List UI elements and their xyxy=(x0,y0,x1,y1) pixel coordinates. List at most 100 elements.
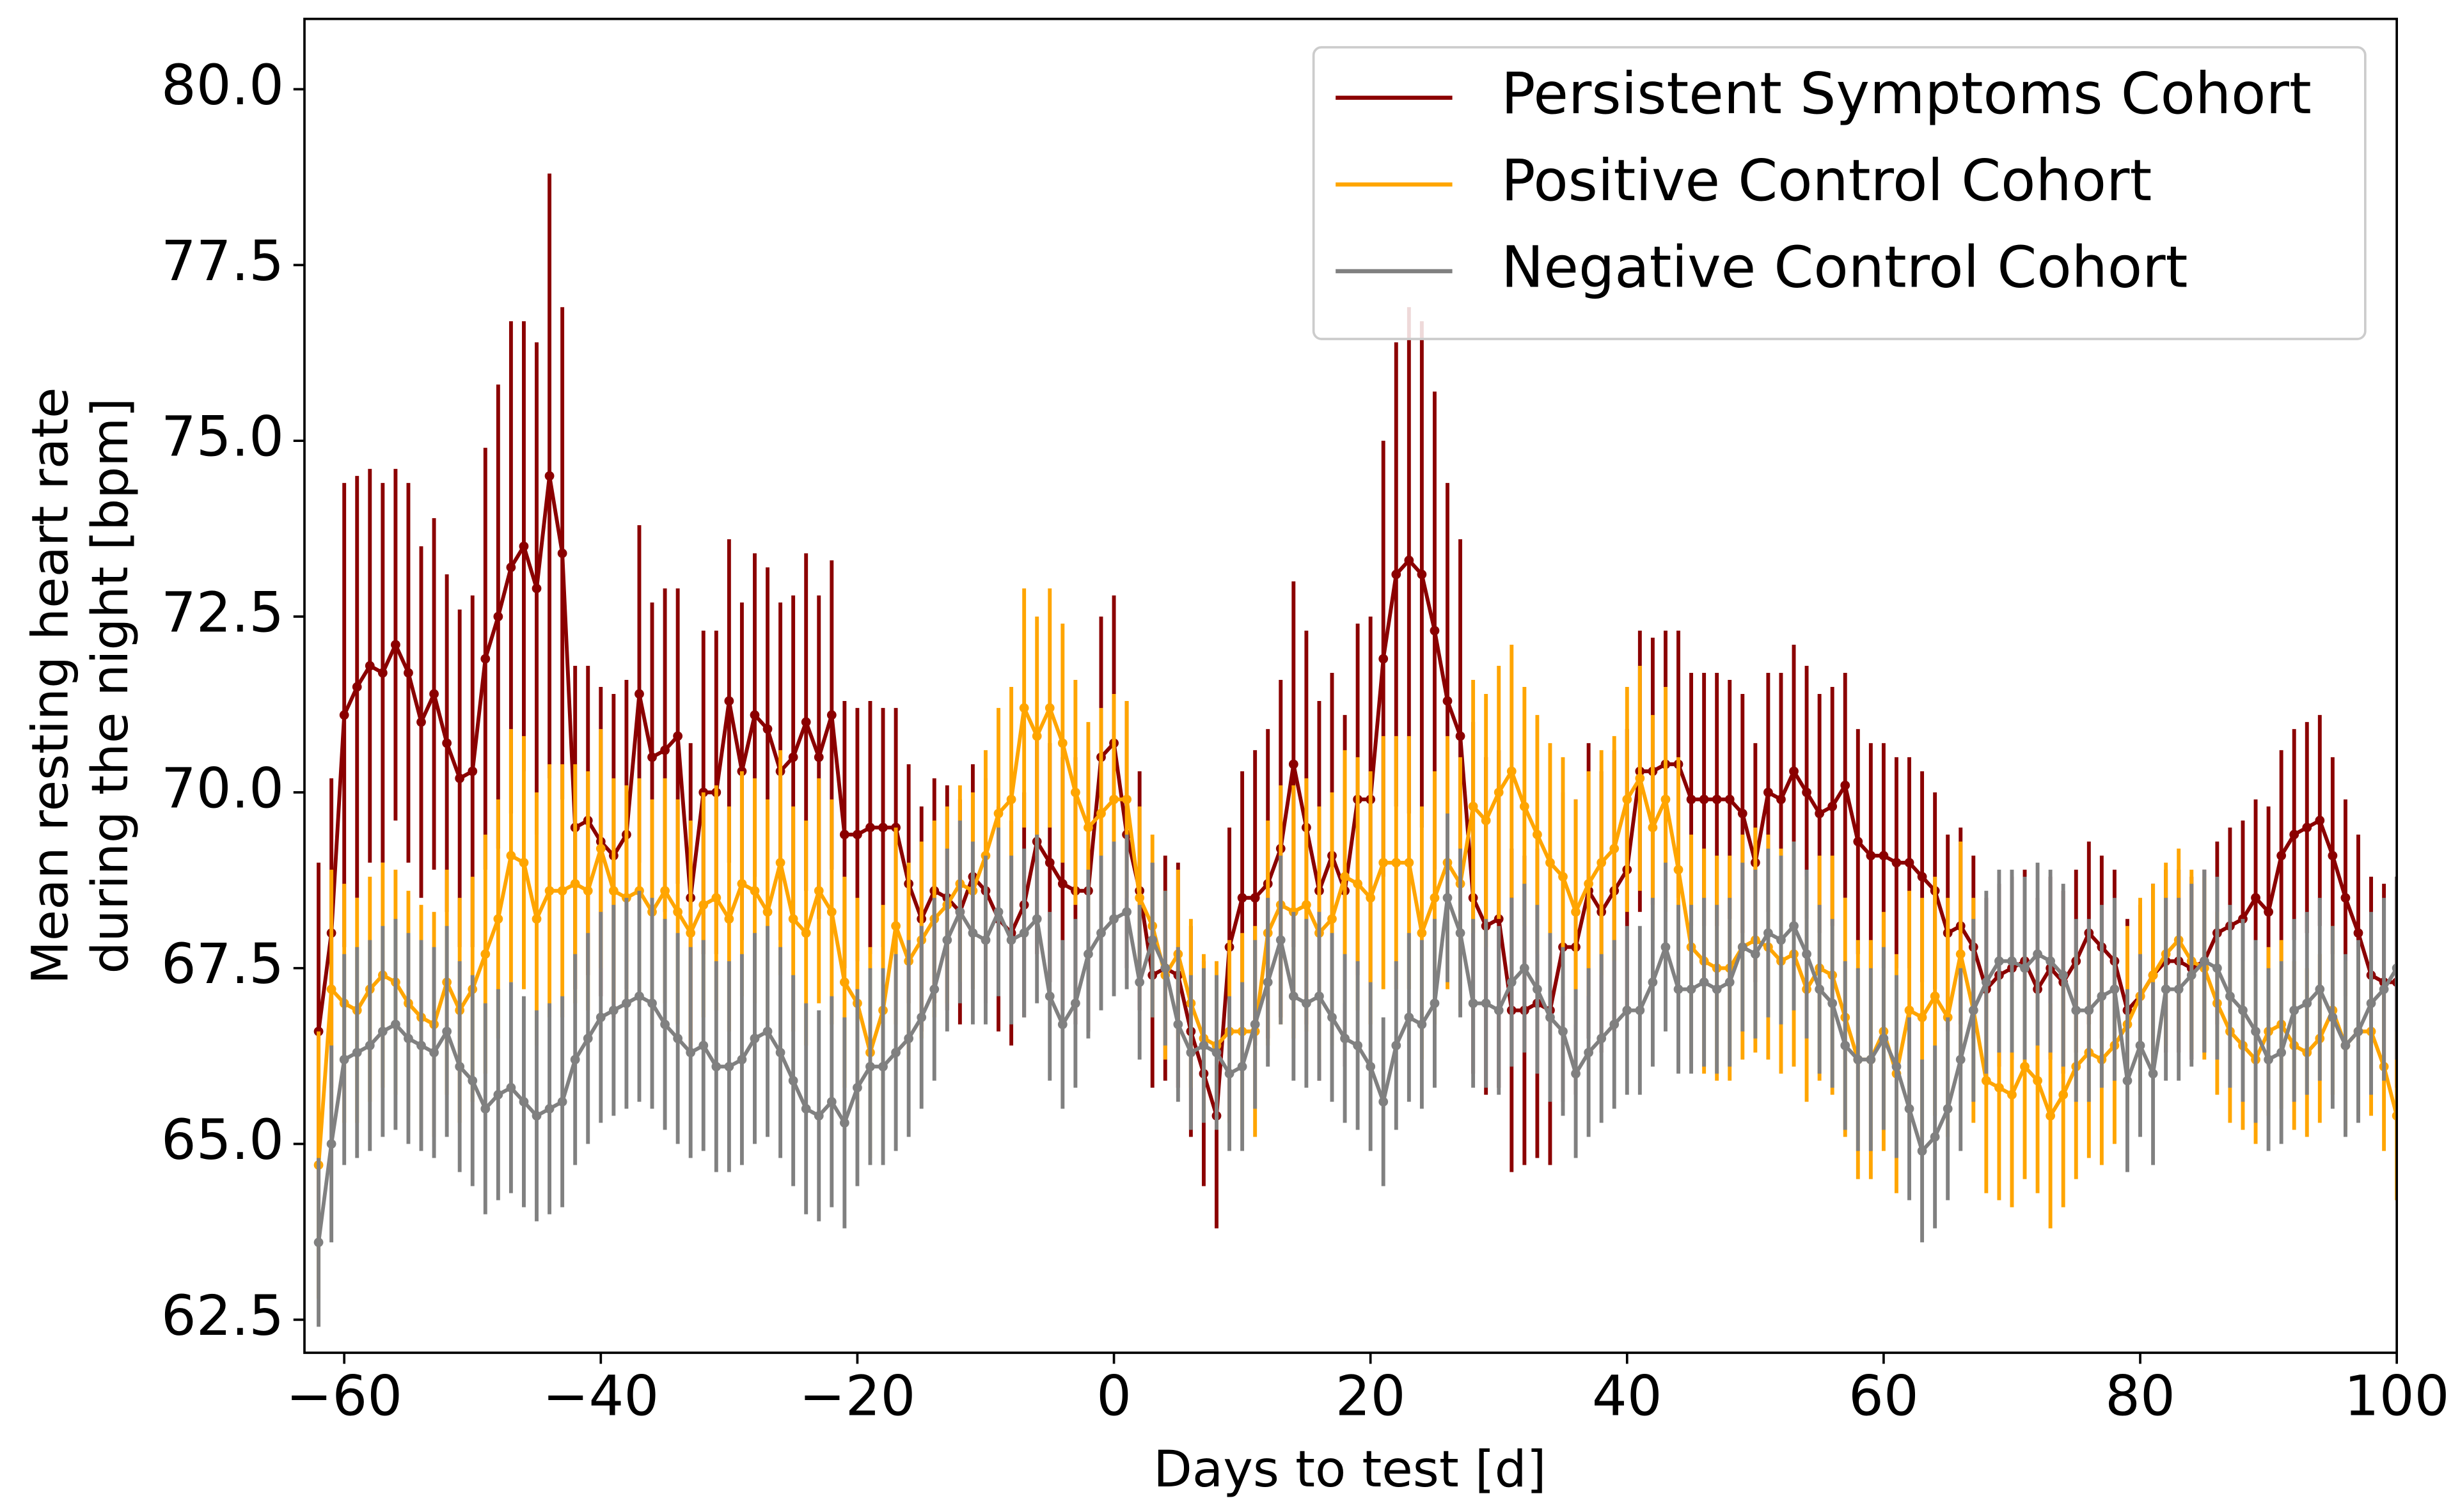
point xyxy=(801,1104,811,1114)
point xyxy=(814,886,824,896)
point xyxy=(583,1034,593,1044)
point xyxy=(532,914,542,924)
point xyxy=(1879,1034,1889,1044)
point xyxy=(2058,970,2069,980)
point xyxy=(2212,963,2222,973)
point xyxy=(737,766,747,776)
point xyxy=(1160,963,1171,973)
point xyxy=(1378,858,1389,868)
point xyxy=(1609,1020,1620,1030)
point xyxy=(1532,984,1542,995)
point xyxy=(1430,998,1440,1009)
point xyxy=(2264,1055,2273,1064)
point xyxy=(1109,914,1119,924)
point xyxy=(2020,1062,2030,1071)
point xyxy=(1891,858,1902,868)
point xyxy=(1994,956,2004,966)
point xyxy=(1981,977,1991,988)
point xyxy=(480,654,491,664)
point xyxy=(1917,1012,1927,1023)
point xyxy=(352,1048,362,1058)
point xyxy=(1789,766,1799,776)
point xyxy=(1109,794,1119,805)
point xyxy=(352,682,362,692)
point xyxy=(1250,1020,1260,1030)
point xyxy=(1366,1062,1376,1071)
series xyxy=(313,813,2397,1327)
point xyxy=(1904,858,1914,868)
point xyxy=(1019,928,1029,938)
point xyxy=(724,914,734,924)
point xyxy=(1378,1097,1389,1106)
point xyxy=(1096,928,1106,938)
point xyxy=(801,928,811,938)
point xyxy=(1366,893,1376,903)
point xyxy=(1879,851,1889,861)
point xyxy=(2020,963,2030,973)
point xyxy=(1712,794,1722,805)
point xyxy=(2122,1076,2133,1085)
point xyxy=(583,886,593,896)
point xyxy=(673,731,683,741)
point xyxy=(993,907,1004,917)
point xyxy=(2251,893,2260,903)
point xyxy=(1686,794,1696,805)
point xyxy=(1468,801,1478,812)
point xyxy=(519,858,529,868)
point xyxy=(2148,970,2158,980)
point xyxy=(1288,991,1298,1002)
point xyxy=(660,886,670,896)
point xyxy=(2109,984,2120,995)
x-tick-label: 0 xyxy=(1096,1364,1131,1428)
point xyxy=(1237,1062,1247,1071)
point xyxy=(1584,1048,1594,1058)
point xyxy=(788,752,798,762)
point xyxy=(1430,893,1440,903)
point xyxy=(339,710,349,720)
point xyxy=(2289,830,2299,840)
axes-frame xyxy=(303,17,2398,1354)
point xyxy=(544,471,555,481)
point xyxy=(1404,555,1414,565)
point xyxy=(1430,626,1440,636)
point xyxy=(570,879,580,889)
point xyxy=(1673,865,1683,875)
point xyxy=(1442,893,1453,903)
point xyxy=(2007,1090,2017,1099)
point xyxy=(1032,731,1042,741)
point xyxy=(1006,935,1016,945)
point xyxy=(622,998,631,1009)
point xyxy=(480,1104,491,1114)
point xyxy=(2007,956,2017,966)
point xyxy=(1519,963,1529,973)
point xyxy=(1955,949,1966,959)
point xyxy=(1481,815,1491,826)
point xyxy=(480,949,491,959)
point xyxy=(2046,956,2056,966)
point xyxy=(1904,1005,1914,1016)
point xyxy=(326,1139,336,1149)
point xyxy=(1340,1034,1350,1044)
point xyxy=(788,1076,798,1085)
point xyxy=(1353,1041,1363,1051)
point xyxy=(1045,703,1055,713)
point xyxy=(711,893,721,903)
point xyxy=(635,689,644,699)
point xyxy=(608,1005,619,1016)
point xyxy=(1084,823,1093,833)
point xyxy=(1545,858,1555,868)
point xyxy=(377,668,388,678)
point xyxy=(1635,773,1645,784)
y-tick-label: 80.0 xyxy=(161,54,284,118)
point xyxy=(762,724,773,734)
point xyxy=(506,1083,516,1092)
point xyxy=(1597,858,1607,868)
point xyxy=(1622,1005,1632,1016)
point xyxy=(1853,837,1863,847)
point xyxy=(1519,801,1529,812)
y-tick-label: 67.5 xyxy=(161,933,284,996)
point xyxy=(506,562,516,572)
point xyxy=(1494,787,1504,798)
point xyxy=(698,1041,709,1051)
